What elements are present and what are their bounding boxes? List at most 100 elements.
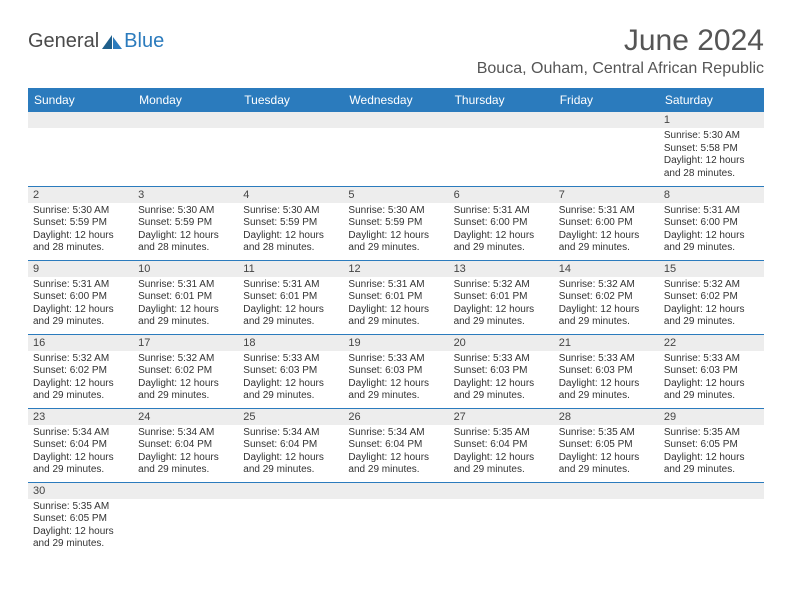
header: General Blue June 2024 Bouca, Ouham, Cen… [28, 24, 764, 78]
daylight-line-1: Daylight: 12 hours [454, 304, 549, 317]
calendar-cell: 29Sunrise: 5:35 AMSunset: 6:05 PMDayligh… [659, 408, 764, 482]
day-header: Sunday [28, 88, 133, 112]
sunset-line: Sunset: 6:00 PM [664, 217, 759, 230]
sunset-line: Sunset: 6:04 PM [33, 439, 128, 452]
day-number-empty [28, 112, 133, 128]
daylight-line-1: Daylight: 12 hours [664, 378, 759, 391]
sunrise-line: Sunrise: 5:32 AM [664, 279, 759, 292]
sunset-line: Sunset: 5:59 PM [348, 217, 443, 230]
calendar-cell: 20Sunrise: 5:33 AMSunset: 6:03 PMDayligh… [449, 334, 554, 408]
day-number: 20 [449, 335, 554, 351]
location: Bouca, Ouham, Central African Republic [477, 60, 764, 78]
sunrise-line: Sunrise: 5:31 AM [348, 279, 443, 292]
daylight-line-2: and 29 minutes. [348, 242, 443, 255]
calendar-cell: 25Sunrise: 5:34 AMSunset: 6:04 PMDayligh… [238, 408, 343, 482]
day-number-empty [343, 112, 448, 128]
calendar-cell: 26Sunrise: 5:34 AMSunset: 6:04 PMDayligh… [343, 408, 448, 482]
calendar-cell [238, 112, 343, 186]
sunrise-line: Sunrise: 5:31 AM [664, 205, 759, 218]
calendar-cell [659, 482, 764, 556]
daylight-line-1: Daylight: 12 hours [664, 155, 759, 168]
day-number: 7 [554, 187, 659, 203]
day-number-empty [449, 112, 554, 128]
calendar-cell: 11Sunrise: 5:31 AMSunset: 6:01 PMDayligh… [238, 260, 343, 334]
day-number: 11 [238, 261, 343, 277]
daylight-line-1: Daylight: 12 hours [138, 304, 233, 317]
sunrise-line: Sunrise: 5:31 AM [243, 279, 338, 292]
calendar-cell: 19Sunrise: 5:33 AMSunset: 6:03 PMDayligh… [343, 334, 448, 408]
sunrise-line: Sunrise: 5:33 AM [348, 353, 443, 366]
calendar-cell: 7Sunrise: 5:31 AMSunset: 6:00 PMDaylight… [554, 186, 659, 260]
daylight-line-1: Daylight: 12 hours [454, 230, 549, 243]
sunset-line: Sunset: 6:00 PM [454, 217, 549, 230]
daylight-line-1: Daylight: 12 hours [33, 378, 128, 391]
daylight-line-1: Daylight: 12 hours [559, 378, 654, 391]
sunset-line: Sunset: 6:04 PM [138, 439, 233, 452]
calendar-cell: 17Sunrise: 5:32 AMSunset: 6:02 PMDayligh… [133, 334, 238, 408]
sunset-line: Sunset: 6:04 PM [243, 439, 338, 452]
calendar-cell [343, 482, 448, 556]
calendar-cell: 22Sunrise: 5:33 AMSunset: 6:03 PMDayligh… [659, 334, 764, 408]
day-number: 17 [133, 335, 238, 351]
sunrise-line: Sunrise: 5:33 AM [664, 353, 759, 366]
daylight-line-2: and 29 minutes. [559, 316, 654, 329]
calendar-cell: 23Sunrise: 5:34 AMSunset: 6:04 PMDayligh… [28, 408, 133, 482]
day-number: 12 [343, 261, 448, 277]
daylight-line-1: Daylight: 12 hours [243, 230, 338, 243]
calendar-cell: 27Sunrise: 5:35 AMSunset: 6:04 PMDayligh… [449, 408, 554, 482]
daylight-line-1: Daylight: 12 hours [559, 230, 654, 243]
calendar-cell: 18Sunrise: 5:33 AMSunset: 6:03 PMDayligh… [238, 334, 343, 408]
sunrise-line: Sunrise: 5:31 AM [559, 205, 654, 218]
sunset-line: Sunset: 6:03 PM [243, 365, 338, 378]
calendar-row: 1Sunrise: 5:30 AMSunset: 5:58 PMDaylight… [28, 112, 764, 186]
day-number-empty [449, 483, 554, 499]
day-number: 23 [28, 409, 133, 425]
day-number-empty [343, 483, 448, 499]
day-number: 19 [343, 335, 448, 351]
daylight-line-2: and 29 minutes. [33, 390, 128, 403]
daylight-line-1: Daylight: 12 hours [348, 304, 443, 317]
daylight-line-1: Daylight: 12 hours [454, 378, 549, 391]
calendar-row: 30Sunrise: 5:35 AMSunset: 6:05 PMDayligh… [28, 482, 764, 556]
calendar-cell: 8Sunrise: 5:31 AMSunset: 6:00 PMDaylight… [659, 186, 764, 260]
sunrise-line: Sunrise: 5:33 AM [243, 353, 338, 366]
calendar-cell: 21Sunrise: 5:33 AMSunset: 6:03 PMDayligh… [554, 334, 659, 408]
calendar-row: 2Sunrise: 5:30 AMSunset: 5:59 PMDaylight… [28, 186, 764, 260]
daylight-line-1: Daylight: 12 hours [243, 304, 338, 317]
calendar-cell: 10Sunrise: 5:31 AMSunset: 6:01 PMDayligh… [133, 260, 238, 334]
calendar-cell: 15Sunrise: 5:32 AMSunset: 6:02 PMDayligh… [659, 260, 764, 334]
day-number: 4 [238, 187, 343, 203]
day-number-empty [238, 483, 343, 499]
sunset-line: Sunset: 6:05 PM [33, 513, 128, 526]
sunrise-line: Sunrise: 5:30 AM [33, 205, 128, 218]
daylight-line-2: and 29 minutes. [664, 242, 759, 255]
day-header: Saturday [659, 88, 764, 112]
day-number: 6 [449, 187, 554, 203]
calendar-body: 1Sunrise: 5:30 AMSunset: 5:58 PMDaylight… [28, 112, 764, 556]
day-number: 14 [554, 261, 659, 277]
calendar-cell: 2Sunrise: 5:30 AMSunset: 5:59 PMDaylight… [28, 186, 133, 260]
calendar-cell [554, 112, 659, 186]
day-number-empty [133, 483, 238, 499]
daylight-line-2: and 29 minutes. [138, 316, 233, 329]
logo-text-1: General [28, 30, 99, 53]
day-number: 21 [554, 335, 659, 351]
logo: General Blue [28, 24, 164, 53]
title-block: June 2024 Bouca, Ouham, Central African … [477, 24, 764, 78]
sunrise-line: Sunrise: 5:34 AM [348, 427, 443, 440]
calendar-row: 23Sunrise: 5:34 AMSunset: 6:04 PMDayligh… [28, 408, 764, 482]
sunset-line: Sunset: 6:03 PM [454, 365, 549, 378]
daylight-line-2: and 29 minutes. [138, 390, 233, 403]
daylight-line-2: and 29 minutes. [138, 464, 233, 477]
calendar-cell [554, 482, 659, 556]
daylight-line-2: and 28 minutes. [243, 242, 338, 255]
day-number: 3 [133, 187, 238, 203]
day-number: 22 [659, 335, 764, 351]
daylight-line-1: Daylight: 12 hours [243, 452, 338, 465]
sunrise-line: Sunrise: 5:32 AM [33, 353, 128, 366]
sunset-line: Sunset: 6:05 PM [559, 439, 654, 452]
month-title: June 2024 [477, 24, 764, 58]
day-header: Tuesday [238, 88, 343, 112]
sunset-line: Sunset: 6:02 PM [33, 365, 128, 378]
sunrise-line: Sunrise: 5:32 AM [454, 279, 549, 292]
